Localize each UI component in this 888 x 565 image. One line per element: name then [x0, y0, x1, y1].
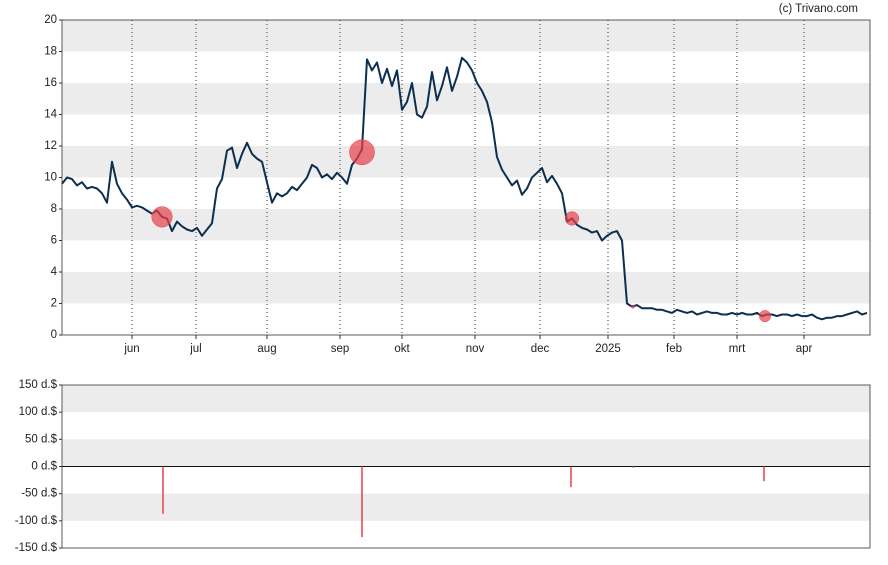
y-tick-label: 20: [44, 14, 57, 26]
y-tick-label: 12: [44, 140, 57, 152]
y-tick-label: 10: [44, 172, 57, 184]
event-marker: [349, 139, 375, 166]
x-tick-label: jun: [123, 343, 139, 355]
price-line: [61, 56, 868, 321]
x-tick-label: dec: [531, 343, 550, 355]
grid-band: [62, 20, 870, 52]
y-tick-label: 8: [51, 203, 57, 215]
x-tick-label: jul: [189, 343, 202, 355]
x-tick-label: feb: [666, 343, 682, 355]
x-tick-label: aug: [257, 343, 276, 355]
x-tick-label: apr: [796, 343, 813, 355]
grid-band: [62, 439, 870, 467]
grid-band: [62, 146, 870, 178]
y-tick-label: -50 d.$: [21, 488, 57, 500]
event-marker: [759, 310, 771, 323]
y-tick-label: -100 d.$: [15, 515, 58, 527]
y-tick-label: 4: [51, 266, 58, 278]
grid-band: [62, 385, 870, 413]
y-tick-label: 18: [44, 46, 57, 58]
event-marker: [631, 304, 635, 309]
grid-band: [62, 83, 870, 115]
credit: (c) Trivano.com: [779, 3, 858, 15]
y-tick-label: 0 d.$: [31, 461, 57, 473]
y-tick-label: 100 d.$: [19, 406, 58, 418]
x-tick-label: mrt: [729, 343, 746, 355]
x-tick-label: 2025: [595, 343, 621, 355]
x-tick-label: sep: [331, 343, 350, 355]
event-marker: [564, 211, 580, 226]
y-tick-label: -150 d.$: [15, 542, 58, 554]
x-tick-label: okt: [394, 343, 410, 355]
x-tick-label: nov: [466, 343, 485, 355]
grid-band: [62, 272, 870, 304]
y-tick-label: 14: [44, 109, 57, 121]
plot-frame: [61, 19, 871, 336]
grid-band: [62, 493, 870, 521]
grid-band: [62, 209, 870, 241]
y-tick-label: 150 d.$: [19, 379, 58, 391]
y-tick-label: 50 d.$: [25, 433, 58, 445]
y-tick-label: 16: [44, 77, 57, 89]
y-tick-label: 2: [51, 298, 57, 310]
y-tick-label: 6: [51, 235, 57, 247]
y-tick-label: 0: [51, 329, 57, 341]
event-marker: [151, 206, 173, 228]
